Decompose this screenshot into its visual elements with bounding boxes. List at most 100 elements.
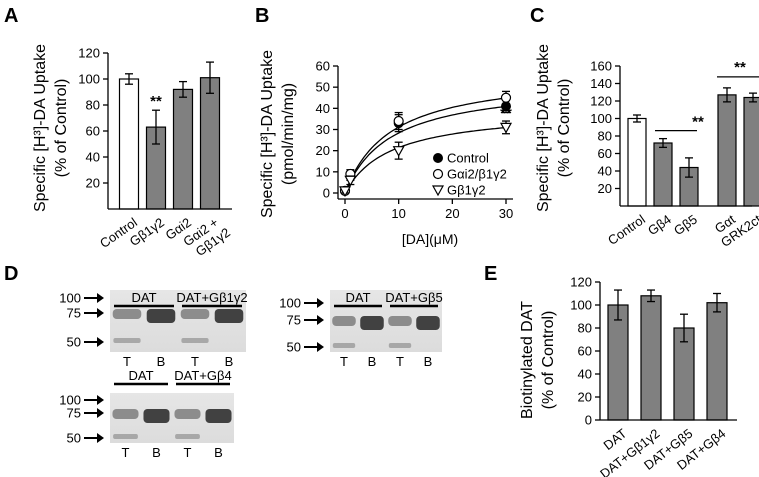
- blot-2-mw-label: 75: [287, 313, 301, 328]
- chart-b-point-open-triangle: [499, 122, 513, 134]
- blot-3-band: [112, 409, 139, 419]
- blot-1-mw-arrowhead: [97, 308, 104, 318]
- chart-c: Specific [H³]-DA Uptake (% of Control) 2…: [535, 44, 759, 250]
- chart-b-point-open-triangle: [392, 146, 405, 157]
- chart-a-significance: **: [150, 93, 162, 110]
- chart-b-xlabel: [DA](μM): [402, 231, 458, 247]
- blot-3-lane-label: T: [184, 445, 192, 460]
- blot-2-lane-label: B: [368, 354, 377, 369]
- blot-3-mw-label: 75: [67, 406, 81, 421]
- blot-3-group-label: DAT+Gβ4: [174, 368, 231, 383]
- chart-c-ytick-label: 100: [590, 111, 612, 126]
- chart-e-ytick-label: 60: [578, 344, 592, 359]
- blot-3-mw-arrowhead: [97, 408, 104, 418]
- blot-1-lane-label: T: [123, 354, 131, 369]
- chart-e-ylabel-2: (% of Control): [540, 311, 557, 410]
- chart-e-ylabel-1: Biotinylated DAT: [519, 301, 536, 419]
- blot-2-mw-arrowhead: [317, 315, 324, 325]
- chart-c-ytick-label: 160: [590, 59, 612, 74]
- blot-1-mw-label: 100: [59, 291, 81, 306]
- chart-e-bar: [706, 302, 728, 421]
- blot-3-band: [205, 409, 232, 423]
- chart-c-significance: **: [692, 114, 704, 131]
- chart-b-xtick-label: 20: [445, 206, 459, 221]
- chart-e-ytick-label: 100: [570, 298, 592, 313]
- chart-b-legend-label: Gβ1γ2: [447, 183, 486, 198]
- chart-c-ylabel-1: Specific [H³]-DA Uptake: [535, 44, 552, 212]
- blot-1-group-label: DAT+Gβ1γ2: [176, 290, 247, 305]
- blot-3-lane-label: T: [122, 445, 130, 460]
- blot-1-band: [112, 309, 142, 319]
- chart-b: Specific [H³]-DA Uptake (pmol/min/mg) 0 1…: [259, 50, 513, 247]
- blot-1-lane-label: B: [225, 354, 234, 369]
- chart-b-point-open-triangle: [344, 175, 357, 187]
- chart-b-ytick-label: 40: [316, 101, 330, 116]
- chart-c-ytick-label: 80: [598, 129, 612, 144]
- chart-b-ytick-label: 20: [316, 143, 330, 158]
- chart-a-bar: [172, 88, 194, 210]
- blot-3-lane-label: B: [152, 445, 161, 460]
- chart-e-bar: [607, 304, 629, 421]
- blot-1-band: [146, 309, 176, 323]
- chart-c-bar: [743, 96, 759, 207]
- blot-2-group-label: DAT: [345, 290, 370, 305]
- chart-b-legend-marker: [433, 153, 443, 163]
- blot-3-band: [174, 409, 201, 419]
- chart-e: Biotinylated DAT (% of Control) 0 20 40 60 8…: [519, 275, 737, 477]
- chart-c-ytick-label: 60: [598, 146, 612, 161]
- chart-c-ytick-label: 20: [598, 181, 612, 196]
- blot-3-lane-label: B: [214, 445, 223, 460]
- blot-3-group-label: DAT: [128, 368, 153, 383]
- blot-2-lane-label: B: [424, 354, 433, 369]
- panel-label-e: E: [484, 263, 497, 285]
- chart-e-ytick-label: 120: [570, 275, 592, 290]
- blot-1-mw-arrowhead: [97, 337, 104, 347]
- blot-3-band-low: [175, 434, 200, 439]
- chart-b-xtick-label: 10: [391, 206, 405, 221]
- blot-2-mw-label: 100: [279, 296, 301, 311]
- blot-2-lane-label: T: [340, 354, 348, 369]
- blot-2-band-low: [332, 343, 356, 348]
- chart-c-bar: [653, 142, 673, 207]
- chart-b-point-open-triangle: [338, 186, 352, 198]
- chart-c-ytick-label: 120: [590, 94, 612, 109]
- chart-b-ytick-label: 30: [316, 122, 330, 137]
- chart-a-ytick-label: 20: [86, 176, 100, 191]
- chart-a-ytick-label: 60: [86, 124, 100, 139]
- chart-c-ylabel-2: (% of Control): [556, 79, 573, 178]
- chart-a-ytick-label: 40: [86, 150, 100, 165]
- panel-label-a: A: [4, 5, 18, 27]
- chart-a-ytick-label: 80: [86, 98, 100, 113]
- blot-3-mw-label: 100: [59, 393, 81, 408]
- chart-c-bar: [717, 94, 737, 207]
- blot-3-mw-arrowhead: [97, 395, 104, 405]
- chart-b-point-open-circle: [500, 92, 512, 103]
- chart-b-legend-marker: [432, 168, 444, 180]
- blot-2-lane-label: T: [396, 354, 404, 369]
- chart-b-ytick-label: 10: [316, 164, 330, 179]
- blot-2-mw-arrowhead: [317, 298, 324, 308]
- blot-3-mw-arrowhead: [97, 433, 104, 443]
- chart-a: Specific [H³]-DA Uptake (% of Control) 2…: [32, 44, 233, 259]
- blot-1-band: [214, 309, 244, 323]
- chart-c-ytick-label: 40: [598, 164, 612, 179]
- chart-b-xtick-label: 0: [341, 206, 348, 221]
- blot-1-group-label: DAT: [131, 290, 156, 305]
- blot-1-lane-label: T: [191, 354, 199, 369]
- blot-2-band: [332, 316, 356, 326]
- chart-c-ytick-label: 140: [590, 76, 612, 91]
- blot-1-mw-label: 75: [67, 306, 81, 321]
- chart-b-legend-label: Control: [447, 151, 489, 166]
- chart-a-ylabel-1: Specific [H³]-DA Uptake: [32, 44, 49, 212]
- chart-e-ytick-label: 40: [578, 367, 592, 382]
- blot-3-band: [143, 409, 170, 423]
- chart-a-bar: [199, 77, 221, 210]
- blot-1-band-low: [113, 338, 141, 343]
- chart-b-legend-marker: [431, 185, 445, 197]
- chart-b-significance: **: [500, 105, 512, 122]
- panel-label-d: D: [4, 263, 18, 285]
- blot-1-mw-label: 50: [67, 335, 81, 350]
- chart-b-point-open-circle: [393, 115, 404, 127]
